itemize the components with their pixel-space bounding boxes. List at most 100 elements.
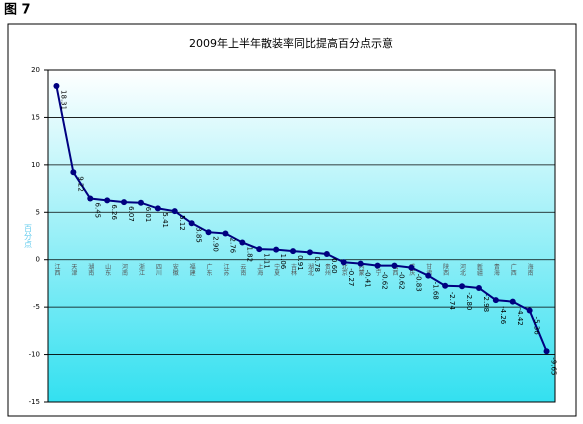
data-point <box>492 297 499 304</box>
data-label: 0.91 <box>296 255 304 271</box>
data-point <box>509 298 516 305</box>
data-point <box>53 83 60 90</box>
data-point <box>543 348 550 355</box>
data-point <box>340 259 347 266</box>
x-tick-label: 河北 <box>459 263 466 277</box>
data-point <box>171 208 178 215</box>
data-point <box>357 260 364 267</box>
data-point <box>137 199 144 206</box>
data-label: 0.60 <box>330 258 338 274</box>
x-tick-label: 天津 <box>70 264 77 277</box>
data-point <box>374 262 381 269</box>
y-tick-label: 15 <box>31 113 40 121</box>
data-point <box>391 262 398 269</box>
x-tick-label: 四川 <box>154 264 161 276</box>
data-point <box>408 264 415 271</box>
y-tick-label: 0 <box>36 256 40 264</box>
x-tick-label: 广东 <box>205 263 212 276</box>
data-label: 0.78 <box>313 256 321 272</box>
data-label: 5.41 <box>161 212 169 228</box>
data-label: 5.12 <box>178 215 186 231</box>
data-label: 6.26 <box>110 204 118 220</box>
x-tick-label: 山西 <box>391 263 398 277</box>
data-label: -0.27 <box>347 268 355 286</box>
data-label: 9.22 <box>76 176 84 192</box>
x-tick-label: 云南 <box>239 264 246 276</box>
x-tick-label: 福建 <box>188 263 195 277</box>
y-tick-label: 5 <box>36 208 40 216</box>
x-tick-label: 辽宁 <box>374 263 381 276</box>
x-tick-label: 河南 <box>121 263 128 276</box>
chart-title: 2009年上半年散装率同比提高百分点示意 <box>189 36 393 50</box>
data-point <box>290 248 297 255</box>
x-tick-label: 江西 <box>53 264 60 277</box>
data-label: 3.85 <box>195 227 203 243</box>
data-point <box>442 282 449 289</box>
y-tick-label: -10 <box>29 351 40 359</box>
data-point <box>154 205 161 212</box>
x-tick-label: 上海 <box>256 263 263 277</box>
data-point <box>526 307 533 314</box>
data-label: -0.83 <box>414 274 422 292</box>
x-tick-label: 安徽 <box>171 263 178 277</box>
x-tick-label: 内蒙 <box>357 263 364 276</box>
data-label: 2.76 <box>228 238 236 254</box>
x-tick-label: 吉林 <box>290 264 297 277</box>
x-tick-label: 浙江 <box>137 263 144 277</box>
data-label: 1.06 <box>279 254 287 270</box>
data-label: -2.98 <box>482 294 490 312</box>
x-tick-label: 陕西 <box>442 263 449 277</box>
data-point <box>188 220 195 227</box>
figure-caption: 图 7 <box>4 3 31 18</box>
data-point <box>205 229 212 236</box>
x-tick-label: 湖北 <box>306 263 313 277</box>
data-point <box>239 239 246 246</box>
data-point <box>256 246 263 253</box>
data-point <box>323 251 330 258</box>
x-tick-label: 湖南 <box>87 263 94 276</box>
y-tick-label: 10 <box>31 161 40 169</box>
data-label: 18.31 <box>59 90 67 110</box>
data-label: 1.11 <box>262 253 270 269</box>
data-label: 2.90 <box>212 236 220 252</box>
data-label: -4.26 <box>499 306 507 325</box>
y-tick-label: -15 <box>29 398 40 406</box>
data-point <box>306 249 313 256</box>
data-point <box>475 284 482 291</box>
data-label: 1.82 <box>245 246 253 262</box>
y-tick-label: 20 <box>31 66 40 74</box>
plot-area <box>47 69 556 403</box>
data-label: -2.74 <box>448 292 456 311</box>
data-point <box>222 230 229 237</box>
x-tick-label: 贵州 <box>323 263 330 276</box>
data-label: -4.42 <box>516 308 524 326</box>
x-tick-label: 江苏 <box>222 264 229 277</box>
x-tick-label: 新疆 <box>475 263 482 277</box>
data-label: -0.41 <box>364 270 372 288</box>
data-label: 6.45 <box>93 203 101 219</box>
data-label: -1.68 <box>431 282 439 300</box>
y-axis-label: 百分点 <box>24 224 33 249</box>
data-label: -2.80 <box>465 292 473 310</box>
x-tick-label: 广西 <box>509 263 516 277</box>
data-point <box>273 246 280 253</box>
x-tick-label: 青海 <box>492 263 499 277</box>
data-point <box>425 272 432 279</box>
x-tick-label: 海南 <box>526 263 533 276</box>
data-label: -0.62 <box>397 272 405 290</box>
y-tick-label: -5 <box>33 303 40 311</box>
data-label: -0.62 <box>381 272 389 290</box>
x-tick-label: 甘肃 <box>425 263 432 277</box>
data-label: 6.01 <box>144 207 152 223</box>
data-point <box>121 199 128 206</box>
data-point <box>70 169 77 176</box>
data-point <box>87 195 94 202</box>
data-point <box>459 283 466 290</box>
data-label: -5.36 <box>533 317 541 336</box>
data-label: 6.07 <box>127 206 135 222</box>
x-tick-label: 山东 <box>104 263 111 276</box>
x-tick-label: 北京 <box>340 263 347 277</box>
data-label: -9.65 <box>550 357 558 375</box>
